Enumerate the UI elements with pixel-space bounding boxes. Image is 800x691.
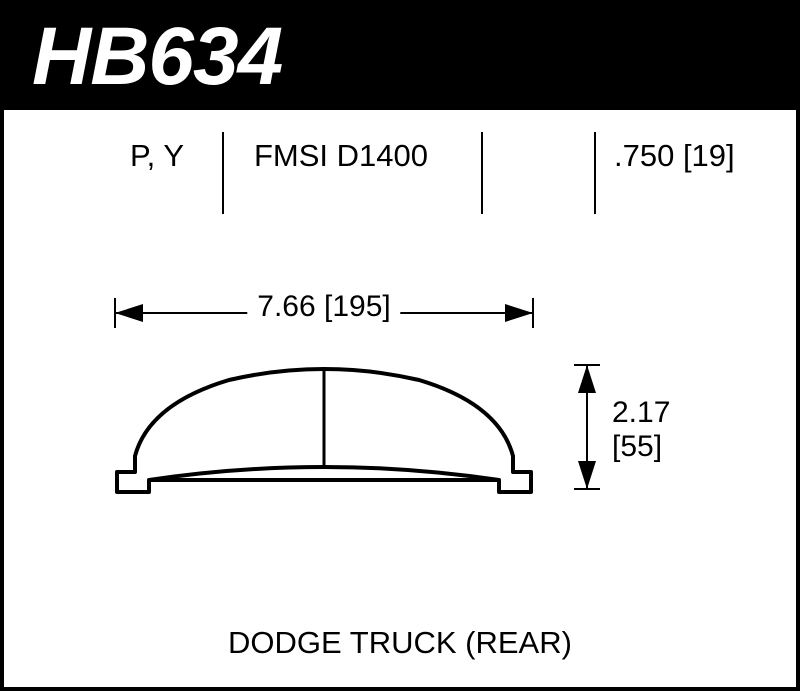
application-label: DODGE TRUCK (REAR) [228,625,572,661]
arrow-down-icon [578,461,596,489]
brake-pad-outline [99,364,549,524]
width-label: 7.66 [195] [247,290,400,324]
diagram-area: 7.66 [195] 2.17 [55] [4,254,800,604]
height-label-inches: 2.17 [612,396,670,430]
header-bar: HB634 [4,4,796,110]
spec-divider-3 [594,132,596,214]
spec-divider-1 [222,132,224,214]
spec-divider-2 [481,132,483,214]
outer-frame: HB634 P, Y FMSI D1400 .750 [19] 7.66 [19… [0,0,800,691]
width-tick-right [532,298,534,328]
spec-fmsi: FMSI D1400 [254,138,428,174]
height-tick-bottom [574,488,600,490]
height-label-mm: [55] [612,430,662,464]
arrow-up-icon [578,365,596,393]
arrow-right-icon [505,304,533,322]
width-dimension: 7.66 [195] [114,292,534,332]
arrow-left-icon [115,304,143,322]
spec-row: P, Y FMSI D1400 .750 [19] [4,138,796,228]
spec-compounds: P, Y [130,138,184,174]
part-number: HB634 [32,10,282,104]
spec-thickness: .750 [19] [614,138,735,174]
height-dimension: 2.17 [55] [574,364,734,524]
